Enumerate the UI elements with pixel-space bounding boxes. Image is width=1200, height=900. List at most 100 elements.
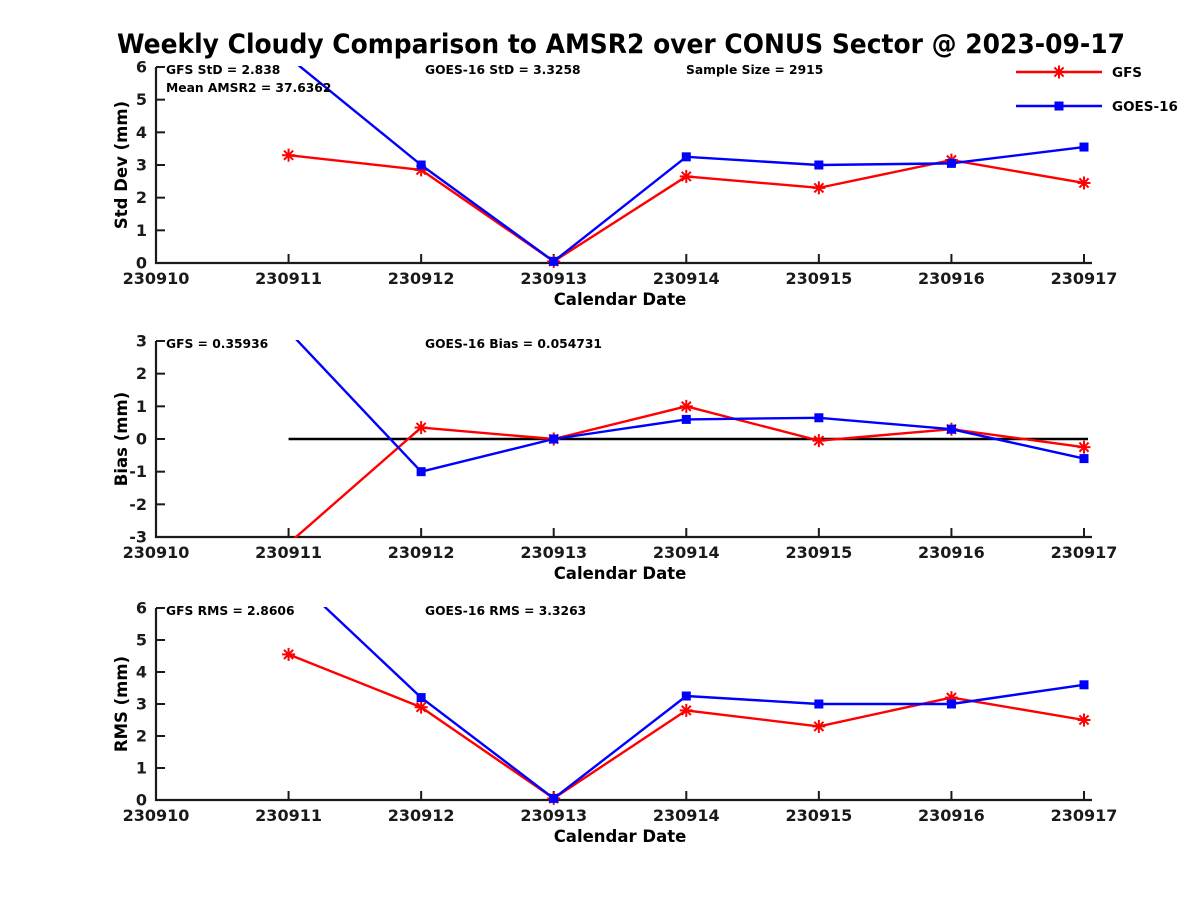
gfs-marker <box>282 148 296 162</box>
y-tick-label: 2 <box>136 727 147 746</box>
y-tick-label: 3 <box>136 695 147 714</box>
y-tick-label: 4 <box>136 123 147 142</box>
goes-16-marker <box>549 256 559 266</box>
y-tick-label: 2 <box>136 188 147 207</box>
x-axis-title: Calendar Date <box>554 290 687 309</box>
x-tick-label: 230917 <box>1051 806 1118 825</box>
x-tick-label: 230913 <box>520 269 587 288</box>
x-axis-title: Calendar Date <box>554 564 687 583</box>
gfs-marker <box>1077 713 1091 727</box>
goes-16-marker <box>946 424 956 434</box>
annotation: GOES-16 StD = 3.3258 <box>425 63 581 77</box>
y-tick-label: -3 <box>129 528 147 547</box>
x-tick-label: 230914 <box>653 269 720 288</box>
gfs-marker <box>679 703 693 717</box>
x-tick-label: 230912 <box>388 806 455 825</box>
y-axis-title: RMS (mm) <box>112 656 131 752</box>
gfs-marker <box>282 647 296 661</box>
annotation: Mean AMSR2 = 37.6362 <box>166 81 331 95</box>
y-tick-label: 1 <box>136 397 147 416</box>
x-tick-label: 230911 <box>255 543 322 562</box>
x-tick-label: 230913 <box>520 806 587 825</box>
goes-16-marker <box>1079 142 1089 152</box>
x-tick-label: 230915 <box>785 543 852 562</box>
y-tick-label: 1 <box>136 759 147 778</box>
y-tick-label: 2 <box>136 364 147 383</box>
x-tick-label: 230915 <box>785 269 852 288</box>
goes-16-marker <box>416 693 426 703</box>
legend-label: GFS <box>1112 65 1142 81</box>
gfs-marker <box>679 399 693 413</box>
chart-title: Weekly Cloudy Comparison to AMSR2 over C… <box>117 29 1125 60</box>
legend-entry-gfs: GFS <box>1016 65 1142 81</box>
gfs-line <box>288 653 1085 800</box>
goes-16-marker <box>681 152 691 162</box>
gfs-marker <box>812 719 826 733</box>
y-tick-label: 6 <box>136 58 147 77</box>
x-tick-label: 230912 <box>388 269 455 288</box>
annotation: GOES-16 Bias = 0.054731 <box>425 337 602 351</box>
x-axis-title: Calendar Date <box>554 827 687 846</box>
annotation: GFS RMS = 2.8606 <box>166 604 295 618</box>
goes-16-marker <box>549 434 559 444</box>
x-tick-label: 230911 <box>255 806 322 825</box>
legend-label: GOES-16 <box>1112 99 1178 115</box>
gfs-marker <box>1077 176 1091 190</box>
x-tick-label: 230910 <box>123 806 190 825</box>
y-axis-title: Std Dev (mm) <box>112 101 131 229</box>
y-tick-label: 0 <box>136 430 147 449</box>
y-tick-label: -1 <box>129 462 147 481</box>
x-tick-label: 230910 <box>123 543 190 562</box>
annotation: GFS StD = 2.838 <box>166 63 280 77</box>
x-tick-label: 230916 <box>918 269 985 288</box>
x-tick-label: 230917 <box>1051 269 1118 288</box>
goes-16-marker <box>814 699 824 709</box>
goes-16-marker <box>814 413 824 423</box>
x-tick-label: 230915 <box>785 806 852 825</box>
gfs-marker <box>679 169 693 183</box>
y-tick-label: 3 <box>136 156 147 175</box>
x-tick-label: 230911 <box>255 269 322 288</box>
y-tick-label: 0 <box>136 254 147 273</box>
y-axis-title: Bias (mm) <box>112 392 131 486</box>
y-tick-label: 5 <box>136 90 147 109</box>
goes-16-marker <box>681 414 691 424</box>
gfs-marker <box>414 700 428 714</box>
y-tick-label: 3 <box>136 332 147 351</box>
y-tick-label: 6 <box>136 599 147 618</box>
y-tick-label: 1 <box>136 221 147 240</box>
x-tick-label: 230916 <box>918 806 985 825</box>
x-tick-label: 230913 <box>520 543 587 562</box>
x-tick-label: 230914 <box>653 543 720 562</box>
annotation: Sample Size = 2915 <box>686 63 823 77</box>
x-tick-label: 230912 <box>388 543 455 562</box>
gfs-marker <box>812 181 826 195</box>
x-tick-label: 230914 <box>653 806 720 825</box>
goes-16-marker <box>946 158 956 168</box>
y-tick-label: 4 <box>136 663 147 682</box>
goes-16-marker <box>1079 454 1089 464</box>
legend-asterisk-icon <box>1052 65 1066 79</box>
goes-16-marker <box>549 793 559 803</box>
goes-16-marker <box>681 691 691 701</box>
goes-16-marker <box>814 160 824 170</box>
legend: GFS GOES-16 <box>1016 65 1178 115</box>
goes-16-line <box>323 607 1085 800</box>
goes-16-marker <box>1079 680 1089 690</box>
gfs-marker <box>414 421 428 435</box>
goes-16-marker <box>946 699 956 709</box>
legend-entry-goes-16: GOES-16 <box>1016 99 1178 115</box>
gfs-line <box>293 405 1085 538</box>
x-tick-label: 230910 <box>123 269 190 288</box>
annotation: GFS = 0.35936 <box>166 337 268 351</box>
gfs-marker <box>812 434 826 448</box>
x-tick-label: 230916 <box>918 543 985 562</box>
goes-16-marker <box>416 467 426 477</box>
x-tick-label: 230917 <box>1051 543 1118 562</box>
annotation: GOES-16 RMS = 3.3263 <box>425 604 586 618</box>
